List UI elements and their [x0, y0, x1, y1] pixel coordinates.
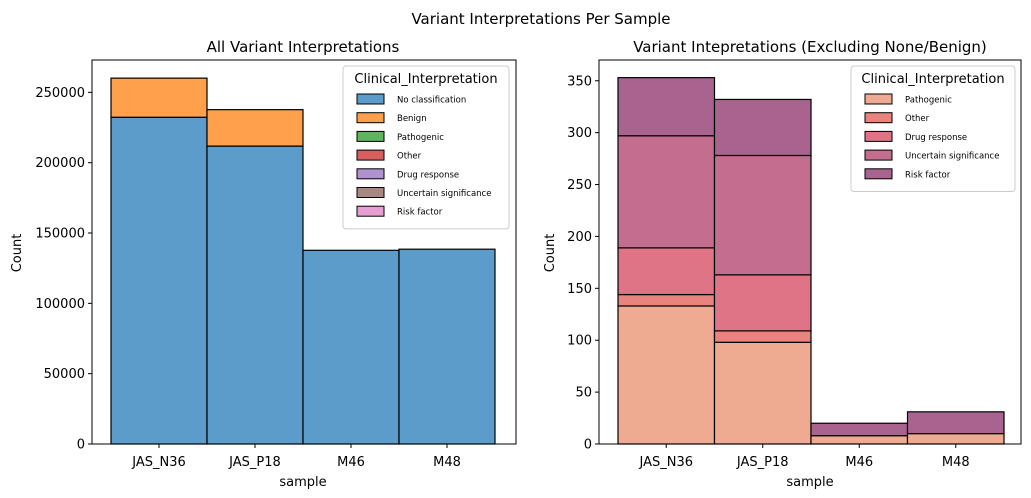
legend-label-benign: Benign	[397, 114, 427, 124]
y-tick-label: 350	[567, 74, 592, 89]
y-tick-label: 50	[575, 386, 592, 401]
x-axis-label: sample	[279, 475, 326, 490]
bar-m46-risk-factor	[810, 422, 909, 437]
bars	[110, 77, 496, 445]
legend-label-pathogenic: Pathogenic	[397, 133, 444, 143]
y-tick-label: 200	[567, 230, 592, 245]
x-tick-label: JAS_N36	[638, 455, 693, 470]
legend-label-uncertain-significance: Uncertain significance	[397, 189, 491, 199]
x-ticks: JAS_N36 JAS_P18 M46 M48	[638, 444, 970, 470]
bar-jas-p18-uncertain-significance	[713, 154, 812, 276]
legend-swatch-other	[356, 149, 385, 161]
x-axis-label: sample	[786, 475, 833, 490]
bar-jas-n36-drug-response	[617, 247, 716, 296]
legend-label-risk-factor: Risk factor	[905, 170, 951, 180]
legend-swatch-pathogenic	[864, 93, 893, 105]
y-tick-label: 0	[584, 438, 592, 453]
bar-jas-p18-no-classification	[206, 145, 304, 445]
legend: Clinical_Interpretation Pathogenic Other Dr…	[850, 65, 1016, 192]
x-tick-label: M46	[337, 455, 365, 470]
bar-m48-pathogenic	[906, 433, 1005, 445]
y-axis-label: Count	[543, 234, 558, 273]
x-tick-label: JAS_N36	[131, 455, 186, 470]
bar-m48-no-classification	[398, 248, 496, 445]
legend-swatch-other	[864, 112, 893, 124]
y-tick-label: 150	[567, 282, 592, 297]
legend-label-no-classification: No classification	[397, 96, 466, 106]
x-tick-label: M48	[433, 455, 461, 470]
bar-jas-n36-other	[617, 293, 716, 307]
legend-swatch-drug-response	[356, 168, 385, 180]
bar-jas-n36-benign	[110, 77, 208, 118]
plot-frame	[598, 59, 1022, 445]
y-tick-label: 0	[77, 438, 85, 453]
y-tick-label: 100000	[35, 297, 85, 312]
legend-swatch-benign	[356, 112, 385, 124]
bar-jas-n36-no-classification	[110, 116, 208, 445]
legend-swatch-uncertain-significance	[864, 149, 893, 161]
legend-label-other: Other	[397, 152, 422, 162]
bar-jas-p18-drug-response	[713, 274, 812, 332]
x-ticks: JAS_N36 JAS_P18 M46 M48	[131, 444, 461, 470]
y-tick-label: 100	[567, 334, 592, 349]
legend-title: Clinical_Interpretation	[861, 72, 1004, 87]
y-ticks: 0 50000 100000 150000 200000 250000	[35, 86, 92, 453]
bar-m46-pathogenic	[810, 435, 909, 445]
legend-swatch-risk-factor	[864, 168, 893, 180]
bar-jas-p18-risk-factor	[713, 98, 812, 157]
x-tick-label: M48	[942, 455, 970, 470]
legend-swatch-pathogenic	[356, 130, 385, 142]
bars	[617, 77, 1005, 445]
bar-jas-n36-uncertain-significance	[617, 135, 716, 249]
bar-m46-no-classification	[302, 249, 400, 445]
legend-swatch-no-classification	[356, 93, 385, 105]
y-axis-label: Count	[10, 234, 25, 273]
bar-jas-p18-benign	[206, 109, 304, 147]
chart-title: Variant Intepretations (Excluding None/B…	[633, 38, 987, 56]
bar-jas-p18-other	[713, 330, 812, 343]
legend-label-drug-response: Drug response	[397, 170, 459, 180]
bar-jas-p18-pathogenic	[713, 341, 812, 445]
chart-all-variant-interpretations: All Variant Interpretations sample Count…	[10, 38, 517, 490]
y-tick-label: 50000	[44, 367, 85, 382]
legend-label-drug-response: Drug response	[905, 133, 967, 143]
chart-title: All Variant Interpretations	[207, 38, 400, 56]
x-tick-label: JAS_P18	[736, 455, 789, 470]
y-ticks: 0 50 100 150 200 250 300 350	[567, 74, 599, 453]
legend-box	[342, 65, 510, 230]
legend-title: Clinical_Interpretation	[354, 72, 497, 87]
bar-jas-n36-risk-factor	[617, 77, 716, 137]
y-tick-label: 150000	[35, 227, 85, 242]
y-tick-label: 200000	[35, 156, 85, 171]
bar-jas-n36-pathogenic	[617, 305, 716, 445]
figure-suptitle: Variant Interpretations Per Sample	[411, 10, 670, 28]
x-tick-label: M46	[845, 455, 873, 470]
y-tick-label: 300	[567, 126, 592, 141]
x-tick-label: JAS_P18	[228, 455, 281, 470]
legend-label-uncertain-significance: Uncertain significance	[905, 152, 999, 162]
legend-label-other: Other	[905, 114, 930, 124]
legend-swatch-risk-factor	[356, 205, 385, 217]
y-tick-label: 250000	[35, 86, 85, 101]
legend-swatch-uncertain-significance	[356, 187, 385, 198]
legend-label-risk-factor: Risk factor	[397, 208, 443, 218]
plot-frame	[91, 59, 517, 445]
chart-excluding-none-benign: Variant Intepretations (Excluding None/B…	[543, 38, 1022, 490]
legend-swatch-drug-response	[864, 130, 893, 142]
legend-label-pathogenic: Pathogenic	[905, 96, 952, 106]
bar-m48-risk-factor	[906, 411, 1005, 435]
legend: Clinical_Interpretation No classification…	[342, 65, 510, 230]
y-tick-label: 250	[567, 178, 592, 193]
